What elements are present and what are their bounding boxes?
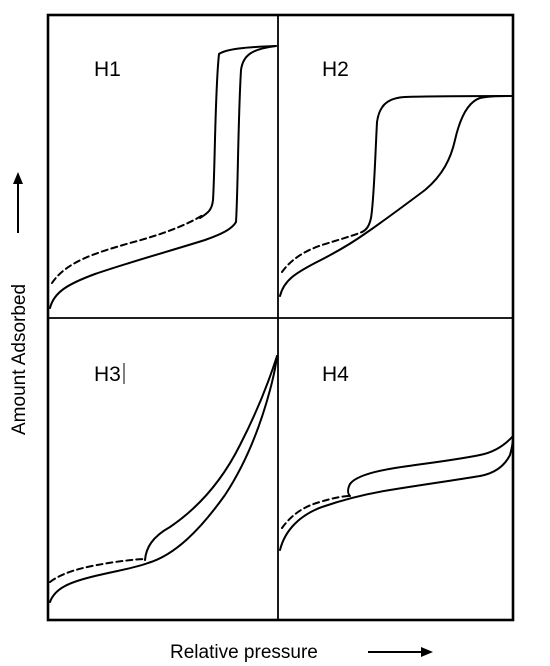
x-axis: Relative pressure (170, 642, 433, 663)
panel-label-h1: H1 (94, 58, 121, 81)
x-axis-label: Relative pressure (170, 642, 318, 663)
h3-desorption-curve (144, 355, 278, 561)
panel-label-h3: H3 (94, 363, 121, 386)
h4-adsorption-curve (279, 435, 514, 551)
h4-dashed-curve (281, 495, 351, 529)
h2-adsorption-curve (279, 95, 512, 297)
panel-h4: H4 (279, 363, 514, 551)
x-axis-arrowhead-icon (421, 647, 433, 657)
h2-desorption-curve (361, 95, 512, 233)
panel-h1: H1 (49, 45, 277, 309)
h3-dashed-curve (49, 558, 146, 583)
h3-adsorption-curve (49, 355, 278, 603)
h1-dashed-curve (51, 214, 204, 284)
y-axis-arrowhead-icon (13, 172, 23, 184)
y-axis: Amount Adsorbed (9, 172, 30, 435)
h2-dashed-curve (281, 231, 363, 273)
h1-adsorption-curve (49, 45, 277, 309)
panel-label-h2: H2 (322, 58, 349, 81)
panel-label-h4: H4 (322, 363, 349, 386)
h1-desorption-curve (199, 45, 277, 219)
panel-h2: H2 (279, 58, 512, 297)
y-axis-label: Amount Adsorbed (9, 284, 30, 435)
h4-desorption-curve (347, 435, 514, 497)
panel-h3: H3 (49, 355, 278, 603)
